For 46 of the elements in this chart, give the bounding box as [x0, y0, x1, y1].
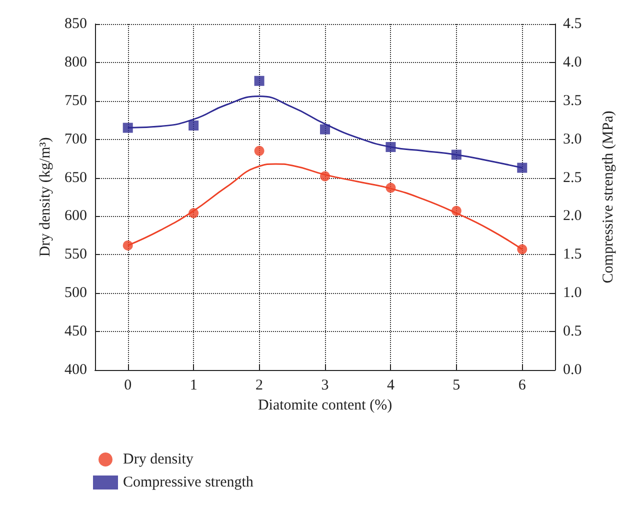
x-tick-label: 6 — [518, 378, 526, 394]
y-tick-label: 850 — [64, 16, 87, 32]
point — [122, 240, 133, 250]
y-tick-label: 750 — [64, 92, 87, 109]
x-tick-label: 5 — [452, 378, 460, 394]
point — [254, 76, 264, 86]
y2-tick-label: 2.0 — [563, 208, 582, 224]
point — [517, 162, 528, 173]
point — [517, 244, 528, 254]
y-axis-title: Dry density (kg/m³) — [38, 137, 54, 257]
legend-label: Compressive strength — [123, 474, 254, 490]
y2-tick-label: 1.5 — [563, 246, 582, 263]
y2-tick-label: 3.5 — [563, 92, 582, 109]
y2-tick-label: 0.5 — [563, 324, 582, 340]
legend-label: Dry density — [123, 452, 194, 468]
y-tick-label: 450 — [64, 324, 87, 340]
point — [188, 208, 199, 218]
y2-tick-label: 4.5 — [563, 16, 582, 32]
y-tick-label: 800 — [64, 54, 87, 70]
y-tick-label: 650 — [64, 170, 87, 186]
x-tick-label: 1 — [190, 378, 198, 394]
y2-axis-title: Compressive strength (MPa) — [600, 110, 616, 284]
y-tick-label: 400 — [64, 362, 87, 378]
x-tick-label: 3 — [321, 378, 329, 394]
y2-tick-label: 0.0 — [563, 362, 582, 378]
point — [122, 122, 133, 133]
x-axis-title: Diatomite content (%) — [258, 398, 392, 414]
x-tick-label: 4 — [386, 378, 395, 394]
y2-tick-label: 2.5 — [563, 170, 582, 186]
point — [254, 146, 264, 156]
x-tick-label: 0 — [124, 378, 132, 394]
y-tick-label: 600 — [64, 208, 87, 224]
point — [386, 142, 396, 152]
y-tick-label: 500 — [64, 285, 87, 302]
y2-tick-label: 4.0 — [563, 54, 582, 70]
point — [188, 120, 199, 130]
x-tick-label: 2 — [256, 378, 264, 394]
y2-tick-label: 1.0 — [563, 285, 582, 302]
point — [320, 171, 330, 182]
y-tick-label: 550 — [64, 246, 87, 263]
point — [451, 206, 462, 216]
point — [320, 124, 330, 134]
y-tick-label: 700 — [64, 131, 87, 148]
y2-tick-label: 3.0 — [563, 131, 582, 148]
point — [451, 150, 462, 160]
point — [386, 182, 396, 193]
